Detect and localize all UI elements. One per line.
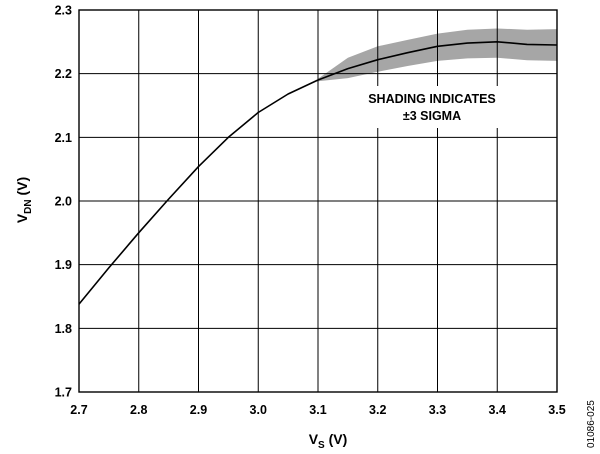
x-tick-label: 3.0 [250, 403, 267, 417]
x-tick-label: 3.1 [309, 403, 326, 417]
x-tick-label: 3.5 [548, 403, 565, 417]
y-tick-label: 2.2 [55, 67, 72, 81]
x-axis-label-unit: (V) [325, 431, 348, 447]
x-tick-label: 2.8 [130, 403, 147, 417]
figure-id: 01086-025 [586, 400, 597, 448]
series-line-0 [78, 40, 558, 305]
y-tick-label: 1.8 [55, 322, 72, 336]
x-axis-label-subscript: S [318, 440, 325, 451]
x-tick-label: 3.4 [489, 403, 506, 417]
x-tick-label: 3.3 [429, 403, 446, 417]
annotation-line-2: ±3 SIGMA [403, 109, 461, 123]
x-tick-label: 2.7 [70, 403, 87, 417]
annotation-background [343, 86, 521, 128]
annotation-line-1: SHADING INDICATES [368, 92, 496, 106]
x-tick-label: 2.9 [190, 403, 207, 417]
y-axis-label: VDN (V) [14, 177, 34, 223]
x-axis-label-main: V [309, 431, 319, 447]
y-tick-label: 2.3 [55, 4, 72, 18]
y-tick-label: 1.9 [55, 258, 72, 272]
series-layer [78, 40, 558, 305]
x-tick-labels: 2.7 2.8 2.9 3.0 3.1 3.2 3.3 3.4 3.5 [70, 403, 565, 417]
y-axis-label-subscript: DN [23, 199, 34, 213]
y-axis-label-main: V [14, 213, 30, 223]
y-tick-label: 2.0 [55, 195, 72, 209]
x-tick-label: 3.2 [369, 403, 386, 417]
grid-layer [79, 10, 557, 392]
y-axis-label-unit: (V) [14, 177, 30, 200]
y-tick-label: 2.1 [55, 131, 72, 145]
plot-frame [78, 9, 558, 393]
y-tick-label: 1.7 [55, 386, 72, 400]
x-axis-label: VS (V) [309, 431, 348, 451]
y-tick-labels: 1.7 1.8 1.9 2.0 2.1 2.2 2.3 [55, 4, 72, 400]
